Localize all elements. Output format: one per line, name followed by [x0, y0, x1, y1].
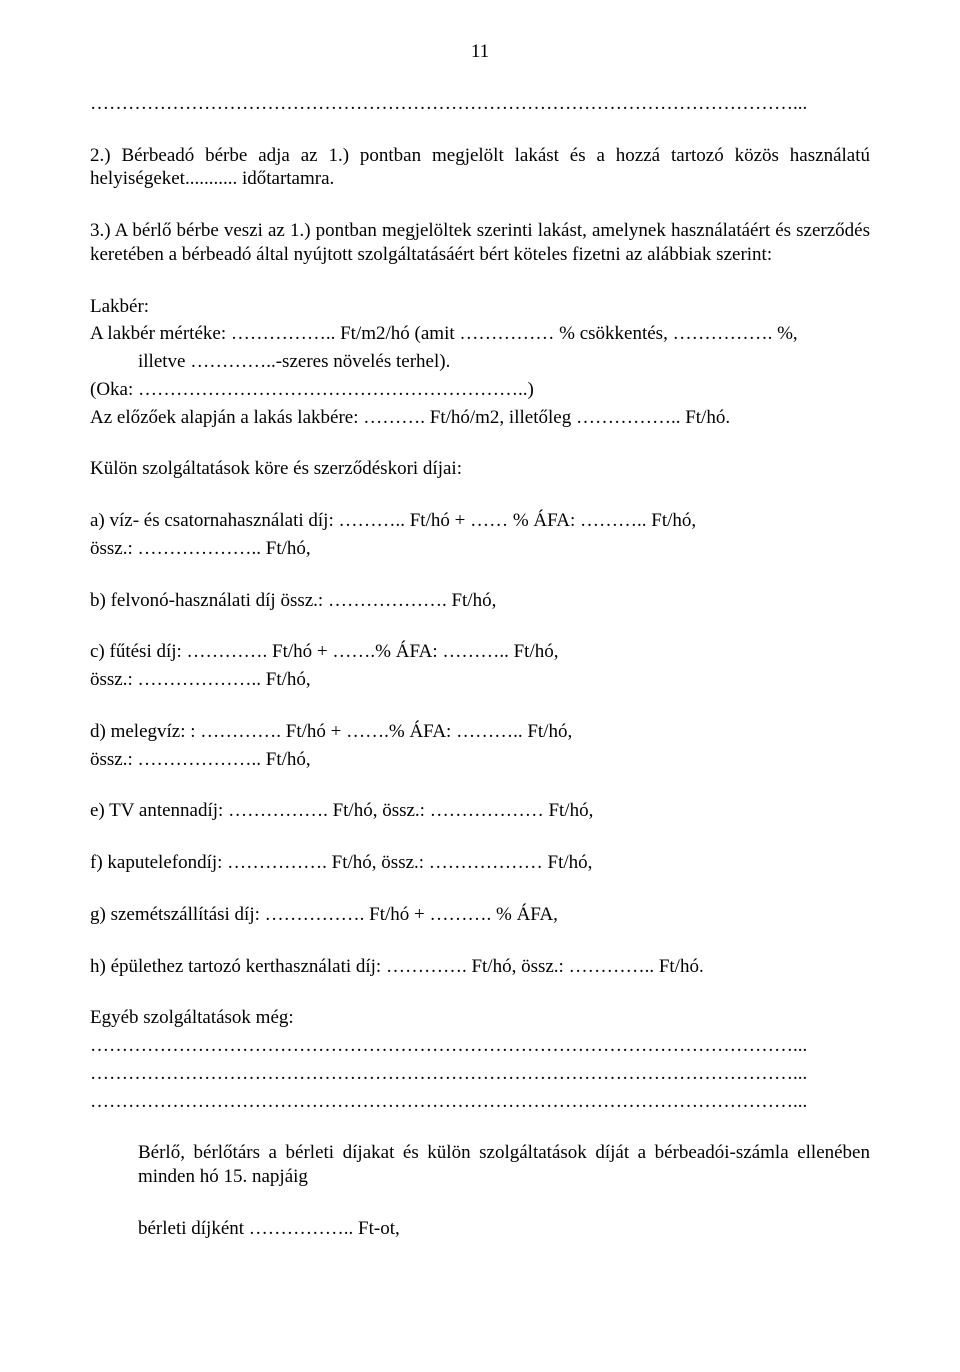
elozo-line: Az előzőek alapján a lakás lakbére: ……….…	[90, 406, 870, 430]
item-g: g) szemétszállítási díj: ……………. Ft/hó + …	[90, 903, 870, 927]
dotted-line-top: …………………………………………………………………………………………………...	[90, 92, 870, 116]
item-b: b) felvonó-használati díj össz.: ……………….…	[90, 589, 870, 613]
dotted-line-1: …………………………………………………………………………………………………...	[90, 1034, 870, 1058]
paragraph-2: 2.) Bérbeadó bérbe adja az 1.) pontban m…	[90, 144, 870, 192]
item-a-ossz: össz.: ……………….. Ft/hó,	[90, 537, 870, 561]
item-e: e) TV antennadíj: ……………. Ft/hó, össz.: ……	[90, 799, 870, 823]
kulon-heading: Külön szolgáltatások köre és szerződésko…	[90, 457, 870, 481]
lakber-heading: Lakbér:	[90, 295, 870, 319]
item-d: d) melegvíz: : …………. Ft/hó + …….% ÁFA: ……	[90, 720, 870, 744]
item-a: a) víz- és csatornahasználati díj: ………..…	[90, 509, 870, 533]
berlo-paragraph: Bérlő, bérlőtárs a bérleti díjakat és kü…	[90, 1141, 870, 1189]
lakber-block: A lakbér mértéke: …………….. Ft/m2/hó (amit…	[90, 322, 870, 374]
item-c: c) fűtési díj: …………. Ft/hó + …….% ÁFA: ……	[90, 640, 870, 664]
item-h: h) épülethez tartozó kerthasználati díj:…	[90, 955, 870, 979]
item-d-ossz: össz.: ……………….. Ft/hó,	[90, 748, 870, 772]
item-f: f) kaputelefondíj: ……………. Ft/hó, össz.: …	[90, 851, 870, 875]
egyeb-heading: Egyéb szolgáltatások még:	[90, 1006, 870, 1030]
paragraph-3: 3.) A bérlő bérbe veszi az 1.) pontban m…	[90, 219, 870, 267]
lakber-line-2: illetve …………..-szeres növelés terhel).	[90, 350, 870, 374]
dotted-line-3: …………………………………………………………………………………………………...	[90, 1090, 870, 1114]
dotted-line-2: …………………………………………………………………………………………………...	[90, 1062, 870, 1086]
oka-line: (Oka: ……………………………………………………..)	[90, 378, 870, 402]
lakber-line-1: A lakbér mértéke: …………….. Ft/m2/hó (amit…	[90, 322, 870, 346]
berleti-dijkent-line: bérleti díjként …………….. Ft-ot,	[90, 1217, 870, 1241]
page-number: 11	[90, 40, 870, 64]
item-c-ossz: össz.: ……………….. Ft/hó,	[90, 668, 870, 692]
